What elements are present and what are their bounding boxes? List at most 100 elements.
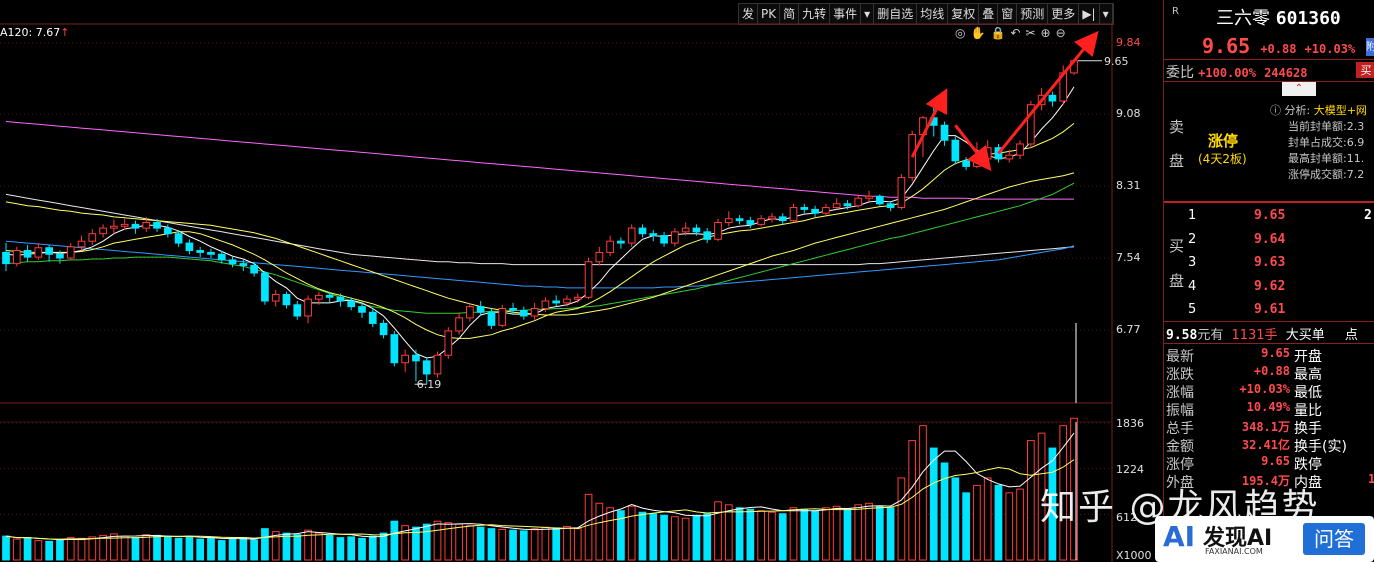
- stat-v: 10.49%: [1246, 400, 1290, 414]
- candle-body: [390, 334, 399, 364]
- collapse-icon[interactable]: ⌃: [1282, 82, 1316, 96]
- volume-bar: [563, 525, 571, 561]
- info-label: 最高封单额:: [1288, 152, 1347, 165]
- toolbar-item-4[interactable]: 事件: [830, 4, 862, 24]
- stat-v: 9.65: [1261, 346, 1290, 360]
- chart-tool-icon-5[interactable]: ⊕: [1040, 26, 1051, 40]
- buy-order-price: 9.65: [1254, 208, 1286, 223]
- price-tick: 8.31: [1116, 179, 1141, 192]
- candle-body: [174, 233, 183, 244]
- trend-arrow: [997, 30, 1099, 155]
- candle-body: [34, 247, 43, 258]
- candle-body: [466, 306, 474, 319]
- stat-v: +0.88: [1253, 364, 1290, 378]
- candle-body: [476, 306, 485, 313]
- toolbar-item-7[interactable]: 均线: [917, 4, 949, 24]
- chart-tool-icon-0[interactable]: ◎: [955, 26, 966, 40]
- volume-bar: [778, 513, 787, 561]
- volume-bar: [627, 505, 636, 561]
- buy-order-price: 9.62: [1254, 278, 1286, 294]
- volume-bar: [304, 529, 312, 561]
- buy-order-price: 9.61: [1254, 302, 1286, 317]
- candle-body: [735, 218, 744, 222]
- toolbar-item-0[interactable]: 发: [739, 4, 759, 24]
- candle-body: [573, 296, 582, 300]
- toolbar-item-8[interactable]: 复权: [948, 4, 980, 24]
- toolbar-item-3[interactable]: 九转: [799, 4, 831, 24]
- stat-v: 348.1万: [1241, 420, 1290, 434]
- big-order-vol: 1131手: [1231, 328, 1278, 343]
- volume-bar: [519, 530, 528, 561]
- toolbar-item-11[interactable]: 预测: [1017, 4, 1049, 24]
- candle-body: [282, 293, 291, 306]
- toolbar-item-10[interactable]: 窗: [998, 4, 1018, 24]
- candle-body: [401, 354, 409, 364]
- volume-ma10-line: [5, 459, 1075, 540]
- candle-body: [854, 197, 863, 207]
- chart-tool-icon-2[interactable]: 🔒: [990, 26, 1006, 40]
- sell-label-1: 卖: [1169, 118, 1185, 136]
- volume-bar: [541, 526, 550, 561]
- candle-body: [412, 354, 420, 362]
- stat-v: 32.41亿: [1241, 438, 1290, 452]
- candle-body: [153, 221, 161, 229]
- buy-button[interactable]: 买: [1356, 62, 1374, 78]
- toolbar-item-14[interactable]: ▾: [1100, 4, 1113, 24]
- low-label: 6.19: [417, 378, 442, 391]
- price-line: 9.65 +0.88 +10.03%: [1202, 34, 1374, 58]
- candle-body: [886, 203, 895, 209]
- stat-l: 最新: [1166, 349, 1194, 365]
- volume-bar: [800, 508, 809, 561]
- info-value: 2.3: [1346, 120, 1365, 133]
- volume-bar: [757, 510, 765, 561]
- volume-bar: [724, 504, 733, 561]
- big-order-price: 9.58: [1166, 328, 1198, 343]
- toolbar-item-9[interactable]: 叠: [979, 4, 999, 24]
- qa-button[interactable]: 问答: [1303, 523, 1365, 555]
- volume-bar: [994, 484, 1003, 561]
- toolbar-item-1[interactable]: PK: [758, 4, 781, 24]
- toolbar-item-12[interactable]: 更多: [1048, 4, 1080, 24]
- volume-bar: [832, 505, 841, 561]
- candle-body: [962, 160, 970, 167]
- badge-site: FAXIANAI.COM: [1205, 547, 1263, 556]
- volume-bar: [466, 525, 474, 561]
- chart-toolbar: 发 PK 简九转 事件 ▾ 删自选 均线 复权叠窗预测 更多 ▶| ▾: [738, 3, 1114, 25]
- volume-bar: [530, 528, 539, 561]
- analysis-link[interactable]: 大模型+网: [1313, 104, 1367, 117]
- r-marker: R: [1172, 6, 1179, 17]
- volume-bar: [142, 534, 151, 561]
- badge-text: 发现AI: [1203, 526, 1273, 551]
- volume-bar: [919, 425, 927, 561]
- buy-order-vol: 2: [1364, 208, 1372, 223]
- toolbar-item-5[interactable]: ▾: [861, 4, 875, 24]
- candle-body: [617, 240, 625, 244]
- toolbar-item-13[interactable]: ▶|: [1079, 4, 1100, 24]
- kline-chart[interactable]: 9.65 6.19: [0, 0, 1163, 562]
- candle-body: [649, 233, 658, 237]
- candle-body: [455, 317, 463, 332]
- volume-bar: [983, 477, 992, 561]
- stat-l: 外盘: [1166, 475, 1194, 491]
- volume-bar: [908, 440, 917, 561]
- chart-tool-icon-6[interactable]: ⊖: [1055, 26, 1066, 40]
- volume-bar: [1070, 417, 1078, 561]
- candle-body: [595, 251, 604, 263]
- toolbar-item-6[interactable]: 删自选: [874, 4, 918, 24]
- ma20-line: [5, 172, 1075, 316]
- stat-l: 振幅: [1166, 403, 1194, 419]
- volume-bar: [649, 513, 658, 561]
- candle-body: [1027, 104, 1035, 145]
- toolbar-item-2[interactable]: 简: [780, 4, 800, 24]
- candle-body: [563, 298, 571, 304]
- limit-info-row: 封单占成交:6.9: [1288, 134, 1374, 150]
- volume-bar: [951, 477, 960, 561]
- volume-bar: [638, 511, 647, 561]
- volume-bar: [444, 522, 453, 561]
- chart-tool-icon-1[interactable]: ✋: [970, 26, 986, 40]
- candle-body: [1016, 143, 1024, 156]
- chart-tool-icon-3[interactable]: ↶: [1010, 26, 1021, 40]
- chart-tool-icon-4[interactable]: ✂: [1025, 26, 1036, 40]
- info-label: 封单占成交:: [1288, 136, 1347, 149]
- big-order-unit: 元有: [1197, 328, 1224, 343]
